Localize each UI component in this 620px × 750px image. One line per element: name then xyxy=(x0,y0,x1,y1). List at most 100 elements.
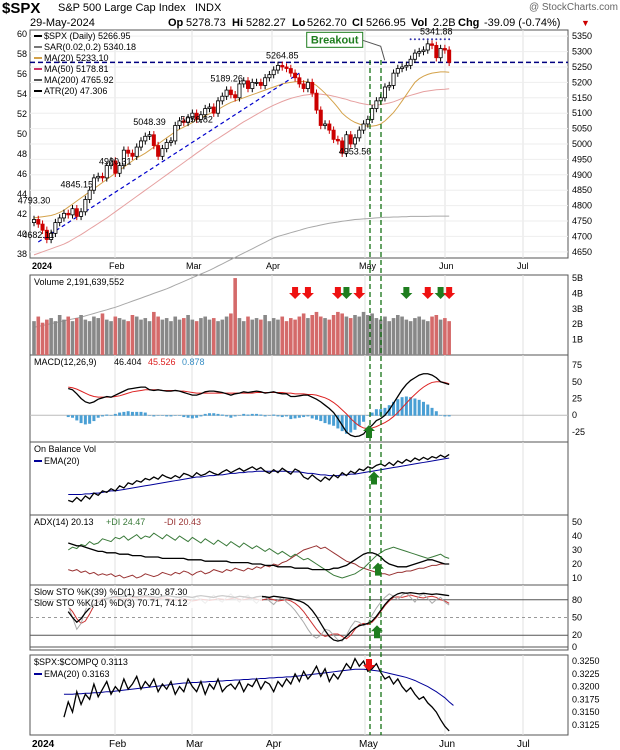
red-down-arrow-icon xyxy=(289,287,302,299)
candle-body xyxy=(194,112,199,120)
volume-bar xyxy=(254,318,259,355)
sar-dot xyxy=(426,38,429,41)
candle-body xyxy=(168,140,173,143)
macd-histogram-bar xyxy=(443,415,447,417)
candle-body xyxy=(408,58,413,66)
volume-bar xyxy=(49,318,53,355)
volume-bar xyxy=(267,321,272,355)
volume-tick: 2B xyxy=(572,319,583,329)
macd-histogram-bar xyxy=(203,413,207,416)
macd-histogram-bar xyxy=(297,415,301,418)
macd-histogram-bar xyxy=(165,415,169,417)
volume-bar xyxy=(62,319,66,355)
candle-body xyxy=(297,77,302,85)
ratio-tick: 0.3250 xyxy=(572,656,600,666)
candle-body xyxy=(109,160,114,166)
price-tick-right: 5200 xyxy=(572,77,592,87)
macd-histogram-bar xyxy=(400,397,404,416)
candle-body xyxy=(288,68,293,74)
volume-tick: 4B xyxy=(572,288,583,298)
candle-body xyxy=(254,81,259,84)
macd-histogram-bar xyxy=(220,414,224,416)
price-tick-left: 58 xyxy=(17,49,27,59)
candle-body xyxy=(370,108,375,120)
bottom-x-label: Feb xyxy=(109,739,127,750)
price-annotation: 4793.30 xyxy=(18,196,51,206)
candle-body xyxy=(156,145,161,157)
symbol-name: S&P 500 Large Cap Index xyxy=(58,2,186,14)
change-value: -39.09 (-0.74%) xyxy=(484,17,561,29)
macd-histogram-bar xyxy=(173,415,177,416)
stochastic-tick: 50 xyxy=(572,613,582,623)
volume-bar xyxy=(237,318,242,355)
macd-histogram-bar xyxy=(139,411,143,416)
volume-bar xyxy=(404,319,409,355)
ratio-ema-line xyxy=(63,668,454,706)
price-legend-item: MA(20) 5233.10 xyxy=(44,53,109,63)
macd-histogram-bar xyxy=(366,415,370,416)
volume-bar xyxy=(100,313,105,355)
volume-bar xyxy=(143,318,148,355)
stochastic-tick: 0 xyxy=(572,642,577,652)
volume-tick: 3B xyxy=(572,304,583,314)
volume-bar xyxy=(186,315,190,355)
volume-bar xyxy=(122,319,126,355)
adx-green-up-arrow-icon xyxy=(372,562,384,576)
volume-bar xyxy=(169,321,173,355)
stochastic-legend-bg xyxy=(32,586,262,608)
volume-bar xyxy=(408,321,413,355)
macd-histogram-bar xyxy=(263,415,267,417)
macd-histogram-bar xyxy=(310,415,314,419)
macd-histogram-bar xyxy=(109,415,113,416)
adx-tick: 10 xyxy=(572,573,582,583)
macd-histogram-bar xyxy=(413,398,417,416)
macd-histogram-bar xyxy=(319,415,323,422)
candle-body xyxy=(241,80,246,85)
price-tick-right: 4800 xyxy=(572,201,592,211)
price-legend-item: SAR(0.02,0.2) 5340.18 xyxy=(44,42,136,52)
credit-label[interactable]: @ StockCharts.com xyxy=(528,2,618,13)
macd-histogram-bar xyxy=(195,415,199,418)
candle-body xyxy=(391,72,396,86)
macd-histogram-bar xyxy=(340,415,344,432)
price-annotation: 5048.39 xyxy=(133,117,166,127)
macd-histogram-bar xyxy=(182,415,186,418)
sar-dot xyxy=(435,38,438,41)
adx-legend-plus-di: +DI 24.47 xyxy=(106,517,145,527)
volume-bar xyxy=(83,319,88,355)
candle-body xyxy=(143,135,148,142)
volume-label: Vol xyxy=(411,17,428,29)
ratio-red-down-arrow-icon xyxy=(363,659,375,671)
adx-legend-name: ADX(14) 20.13 xyxy=(34,517,94,527)
price-x-label: Jun xyxy=(439,261,454,271)
stochastic-legend-k39: Slow STO %K(39) %D(1) 87.30, 87.30 xyxy=(34,587,187,597)
close-label: Cl xyxy=(352,17,363,29)
volume-bar xyxy=(331,315,336,355)
candle-body xyxy=(318,109,323,126)
change-label: Chg xyxy=(458,17,480,29)
candle-body xyxy=(130,152,135,157)
obv-ema-line xyxy=(68,457,450,496)
panel-frame-macd xyxy=(29,354,569,443)
macd-histogram-bar xyxy=(75,415,79,421)
price-annotation: 5056.82 xyxy=(180,114,213,124)
sar-dot xyxy=(409,38,412,41)
volume-bar xyxy=(438,319,443,355)
price-tick-left: 46 xyxy=(17,169,27,179)
volume-bar xyxy=(36,316,41,355)
volume-bar xyxy=(130,315,135,355)
volume-bar xyxy=(156,316,160,355)
candle-body xyxy=(100,175,105,179)
macd-histogram-bar xyxy=(237,415,241,416)
candle-body xyxy=(104,165,109,179)
candle-body xyxy=(233,94,238,99)
macd-histogram-bar xyxy=(293,415,297,419)
adx-legend-minus-di: -DI 20.43 xyxy=(164,517,201,527)
down-triangle-icon: ▼ xyxy=(581,18,590,28)
volume-bar xyxy=(104,319,109,355)
macd-histogram-bar xyxy=(280,415,284,418)
macd-histogram-bar xyxy=(434,411,438,416)
candle-body xyxy=(293,72,298,79)
price-tick-left: 42 xyxy=(17,209,27,219)
macd-histogram-bar xyxy=(421,401,425,416)
